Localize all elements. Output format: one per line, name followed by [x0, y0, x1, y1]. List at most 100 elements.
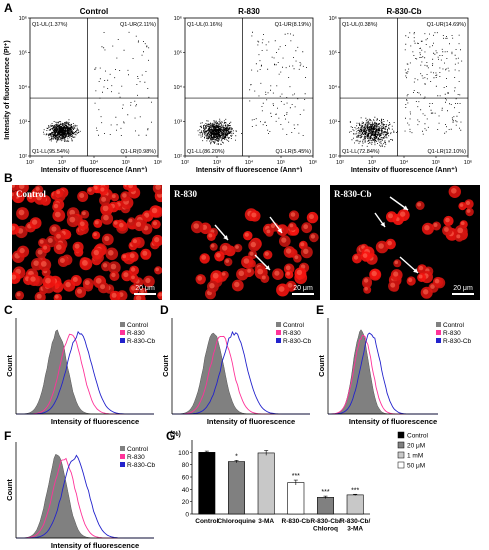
cell-highlight [465, 200, 471, 206]
cell-highlight [135, 221, 142, 227]
cell-highlight [79, 193, 85, 198]
cell-highlight [102, 205, 109, 212]
cell-highlight [285, 248, 292, 254]
cell-highlight [100, 187, 105, 192]
category-label: Control [195, 518, 218, 525]
bar [317, 497, 334, 515]
legend-label: Control [283, 322, 305, 329]
x-tick-label: 10³ [58, 160, 66, 166]
histogram-r830 [16, 333, 154, 415]
cell-highlight [16, 292, 21, 297]
legend-swatch [436, 330, 441, 335]
cell-highlight [197, 275, 203, 281]
cell-highlight [12, 274, 17, 280]
cell-highlight [238, 270, 245, 277]
cell-highlight [101, 196, 107, 202]
legend-label: R-830-Cb [443, 338, 472, 345]
quadrant-label-lr: Q1-LR(0.98%) [121, 149, 157, 155]
legend-swatch [436, 322, 441, 327]
scale-bar: 20 μm [134, 285, 156, 295]
x-tick-label: 10⁶ [154, 159, 162, 166]
quadrant-label-ll: Q1-LL(95.54%) [32, 149, 70, 155]
legend-swatch [120, 446, 125, 451]
cell-highlight [244, 232, 249, 237]
bar [346, 494, 364, 515]
cell-highlight [72, 277, 78, 282]
legend-label: R-830-Cb [127, 462, 156, 469]
cell-highlight [270, 223, 276, 229]
cell-highlight [424, 225, 430, 231]
cell-highlight [103, 214, 109, 221]
cell-highlight [294, 255, 299, 260]
legend-swatch [397, 431, 405, 439]
y-tick-label: 10⁶ [329, 15, 337, 22]
legend-swatch [397, 461, 405, 469]
cell-highlight [264, 251, 269, 256]
quadrant-label-ur: Q1-UR(2.11%) [120, 22, 156, 28]
quadrant-label-ul: Q1-UL(0.16%) [187, 22, 223, 28]
legend-label: R-830-Cb [127, 338, 156, 345]
cell-highlight [35, 186, 40, 191]
cell-highlight [222, 245, 228, 251]
quadrant-label-ur: Q1-UR(8.19%) [275, 22, 312, 28]
cell-highlight [104, 235, 110, 242]
cell-highlight [266, 229, 271, 234]
cell-highlight [423, 289, 429, 295]
y-tick-label: 10⁶ [174, 15, 182, 22]
scale-bar: 20 μm [292, 285, 314, 295]
histogram-control [172, 332, 310, 415]
cell-highlight [102, 263, 108, 268]
cell-highlight [364, 287, 368, 291]
arrow-head [223, 235, 228, 240]
legend-swatch [120, 330, 125, 335]
histogram: Intensity of fluorescenceCountControlR-8… [5, 442, 156, 550]
cell-highlight [362, 253, 368, 258]
cell-highlight [296, 269, 303, 276]
cell-highlight [111, 194, 116, 199]
x-tick-label: 10⁴ [400, 159, 409, 166]
cell-highlight [235, 245, 239, 249]
y-tick-label: 100 [178, 450, 189, 457]
arrow-head [403, 205, 408, 210]
y-tick-label: 80 [182, 462, 190, 469]
micrograph-control: Control 20 μm [12, 185, 162, 300]
x-tick-label: 10³ [368, 160, 376, 166]
histogram-control [328, 329, 438, 415]
x-tick-label: 10⁵ [122, 159, 130, 166]
cell-highlight [290, 212, 296, 217]
cell-highlight [278, 286, 285, 292]
category-label: Chloroquine [217, 518, 256, 525]
y-tick-label: 10³ [329, 120, 337, 126]
cell-highlight [371, 270, 377, 277]
cell-highlight [123, 272, 129, 278]
cell-highlight [12, 185, 15, 188]
cell-highlight [39, 239, 44, 244]
legend-label: 1 mM [407, 453, 423, 460]
cell-highlight [309, 214, 314, 220]
y-tick-label: 10⁵ [174, 50, 182, 57]
cell-highlight [111, 292, 117, 298]
legend-label: Control [127, 322, 149, 329]
micrograph-r830cb: R-830-Cb 20 μm [330, 185, 480, 300]
cell-highlight [93, 185, 98, 190]
cell-highlight [100, 284, 106, 290]
micrograph-label: Control [16, 189, 46, 199]
legend-label: R-830 [443, 330, 461, 337]
legend-label: Control [127, 446, 149, 453]
quadrant-label-ul: Q1-UL(1.37%) [32, 22, 68, 28]
cell-highlight [387, 240, 392, 246]
scatter-dots [349, 32, 463, 148]
y-tick-label: 60 [182, 475, 190, 482]
cell-highlight [310, 234, 316, 239]
cell-highlight [82, 211, 86, 216]
cell-highlight [128, 218, 133, 223]
significance-mark: *** [351, 487, 359, 494]
quadrant-label-ll: Q1-LL(72.84%) [342, 149, 380, 155]
cell-highlight [250, 241, 256, 248]
cell-highlight [135, 295, 142, 300]
cell-highlight [152, 221, 158, 226]
cell-highlight [145, 277, 151, 284]
cell-highlight [434, 278, 440, 284]
legend-label: 20 μM [407, 443, 425, 450]
category-label: R-830-Cb [282, 518, 311, 525]
